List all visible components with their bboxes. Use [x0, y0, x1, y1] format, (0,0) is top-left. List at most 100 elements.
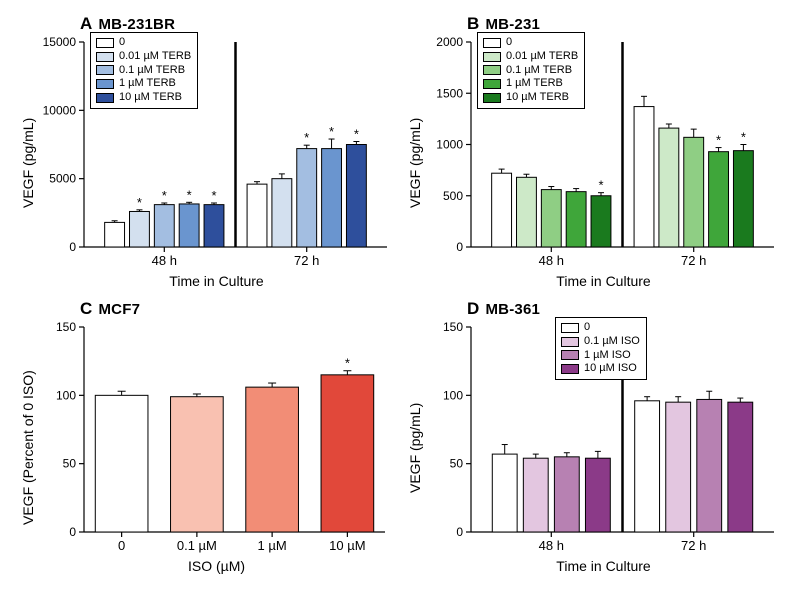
legend-label: 10 µM TERB: [119, 91, 182, 105]
legend-item: 0.01 µM TERB: [96, 50, 191, 64]
panel-A-legend: 00.01 µM TERB0.1 µM TERB1 µM TERB10 µM T…: [90, 32, 198, 109]
panel-A-title: AMB-231BR: [80, 14, 395, 34]
legend-swatch: [483, 65, 501, 75]
bar: [659, 128, 679, 247]
svg-text:0.1 µM: 0.1 µM: [177, 538, 217, 553]
svg-text:48 h: 48 h: [539, 253, 564, 268]
svg-text:100: 100: [443, 388, 463, 402]
panel-A-ylabel: VEGF (pg/mL): [18, 36, 38, 289]
svg-text:500: 500: [443, 189, 463, 203]
svg-text:*: *: [137, 195, 142, 210]
panel-D: DMB-361 00.1 µM ISO1 µM ISO10 µM ISO VEG…: [405, 299, 782, 574]
panel-B-letter: B: [467, 14, 479, 33]
svg-text:0: 0: [69, 525, 76, 539]
bar: [246, 387, 299, 532]
legend-swatch: [96, 65, 114, 75]
legend-label: 0: [119, 36, 125, 50]
bar: [697, 399, 722, 532]
panel-C-letter: C: [80, 299, 92, 318]
bar: [591, 196, 611, 247]
legend-label: 1 µM TERB: [506, 77, 563, 91]
svg-text:*: *: [741, 130, 746, 145]
legend-label: 0: [584, 321, 590, 335]
legend-label: 0: [506, 36, 512, 50]
bar: [585, 458, 610, 532]
legend-label: 0.1 µM TERB: [506, 64, 572, 78]
bar: [297, 149, 317, 247]
svg-text:*: *: [345, 356, 350, 371]
legend-swatch: [561, 364, 579, 374]
bar: [733, 151, 753, 247]
legend-swatch: [561, 337, 579, 347]
panel-A: AMB-231BR 00.01 µM TERB0.1 µM TERB1 µM T…: [18, 14, 395, 289]
svg-text:1500: 1500: [436, 86, 463, 100]
svg-text:50: 50: [450, 457, 464, 471]
bar: [634, 107, 654, 247]
bar: [492, 454, 517, 532]
svg-text:10 µM: 10 µM: [329, 538, 365, 553]
bar: [322, 149, 342, 247]
bar: [684, 137, 704, 247]
panel-A-letter: A: [80, 14, 92, 33]
svg-text:48 h: 48 h: [539, 538, 564, 553]
bar: [666, 402, 691, 532]
legend-item: 1 µM ISO: [561, 349, 640, 363]
legend-item: 0: [561, 321, 640, 335]
legend-label: 10 µM ISO: [584, 362, 637, 376]
svg-text:0: 0: [69, 240, 76, 254]
panel-B-legend: 00.01 µM TERB0.1 µM TERB1 µM TERB10 µM T…: [477, 32, 585, 109]
svg-text:1 µM: 1 µM: [258, 538, 287, 553]
legend-item: 0.1 µM ISO: [561, 335, 640, 349]
svg-text:150: 150: [443, 320, 463, 334]
panel-A-xlabel: Time in Culture: [38, 273, 395, 289]
panel-B-cellline: MB-231: [485, 16, 540, 33]
bar: [130, 211, 150, 247]
legend-label: 1 µM TERB: [119, 77, 176, 91]
panel-C-title: C MCF7: [80, 299, 395, 319]
legend-item: 0.1 µM TERB: [96, 64, 191, 78]
bar: [95, 395, 148, 532]
bar: [492, 173, 512, 247]
svg-text:5000: 5000: [49, 172, 76, 186]
legend-item: 0.1 µM TERB: [483, 64, 578, 78]
bar: [517, 177, 537, 247]
svg-text:*: *: [187, 187, 192, 202]
panel-C-cellline: MCF7: [98, 301, 140, 318]
panel-D-letter: D: [467, 299, 479, 318]
bar: [709, 152, 729, 247]
bar: [272, 179, 292, 247]
svg-text:50: 50: [63, 457, 77, 471]
svg-text:1000: 1000: [436, 138, 463, 152]
bar: [171, 397, 224, 532]
legend-swatch: [561, 323, 579, 333]
legend-swatch: [96, 93, 114, 103]
legend-swatch: [483, 79, 501, 89]
svg-text:*: *: [598, 178, 603, 193]
legend-swatch: [96, 52, 114, 62]
panel-B-ylabel: VEGF (pg/mL): [405, 36, 425, 289]
legend-item: 10 µM TERB: [483, 91, 578, 105]
svg-text:15000: 15000: [43, 35, 77, 49]
legend-swatch: [483, 52, 501, 62]
legend-label: 1 µM ISO: [584, 349, 631, 363]
bar: [566, 192, 586, 247]
panel-D-ylabel: VEGF (pg/mL): [405, 321, 425, 574]
legend-swatch: [96, 38, 114, 48]
svg-text:48 h: 48 h: [152, 253, 177, 268]
bar: [105, 222, 125, 247]
bar: [204, 205, 224, 247]
legend-item: 0: [483, 36, 578, 50]
legend-swatch: [483, 93, 501, 103]
legend-item: 0: [96, 36, 191, 50]
svg-text:*: *: [211, 188, 216, 203]
bar: [247, 184, 267, 247]
svg-text:72 h: 72 h: [681, 538, 706, 553]
panel-D-legend: 00.1 µM ISO1 µM ISO10 µM ISO: [555, 317, 647, 380]
svg-text:150: 150: [56, 320, 76, 334]
panel-D-xlabel: Time in Culture: [425, 558, 782, 574]
bar: [541, 190, 561, 247]
svg-text:0: 0: [456, 240, 463, 254]
svg-text:*: *: [304, 130, 309, 145]
svg-text:10000: 10000: [43, 103, 77, 117]
svg-text:2000: 2000: [436, 35, 463, 49]
